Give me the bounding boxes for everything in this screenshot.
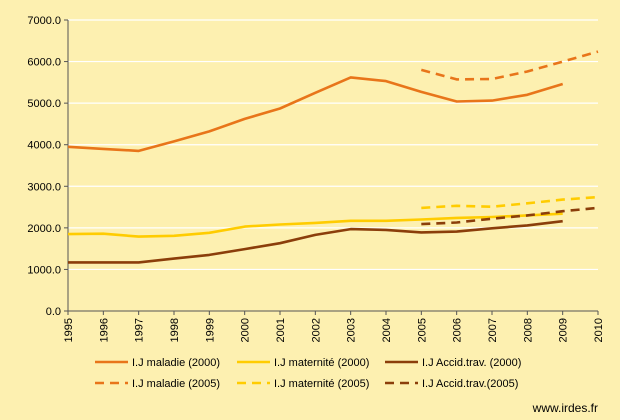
x-tick-label: 1995 <box>63 318 75 342</box>
y-tick-label: 7000.0 <box>27 15 61 27</box>
x-tick-label: 2001 <box>275 318 287 342</box>
x-tick-label: 2003 <box>346 318 358 342</box>
legend-label: I.J maternité (2005) <box>274 378 369 390</box>
legend-label: I.J maladie (2000) <box>132 357 220 369</box>
x-tick-label: 2010 <box>593 318 605 342</box>
x-tick-labels: 1995 1996 1997 1998 1999 2000 2001 2002 2003 2004… <box>63 318 605 342</box>
y-tick-label: 1000.0 <box>27 264 61 276</box>
legend-label: I.J Accid.trav. (2000) <box>422 357 521 369</box>
legend-label: I.J maladie (2005) <box>132 378 220 390</box>
y-tick-label: 4000.0 <box>27 140 61 152</box>
x-tick-label: 2002 <box>310 318 322 342</box>
y-tick-label: 3000.0 <box>27 181 61 193</box>
x-tick-label: 2005 <box>416 318 428 342</box>
y-tick-label: 6000.0 <box>27 57 61 69</box>
y-tick-label: 0.0 <box>46 306 61 318</box>
x-tick-label: 2000 <box>240 318 252 342</box>
series-line-4 <box>420 50 599 81</box>
legend-label: I.J Accid.trav.(2005) <box>422 378 518 390</box>
gridlines <box>68 19 598 271</box>
y-tick-label: 5000.0 <box>27 98 61 110</box>
x-tick-label: 2009 <box>558 318 570 342</box>
x-tick-label: 2008 <box>522 318 534 342</box>
series-line-2 <box>67 212 563 238</box>
x-tick-label: 1998 <box>169 318 181 342</box>
x-tick-label: 2006 <box>452 318 464 342</box>
y-tick-labels: 0.0 1000.0 2000.0 3000.0 4000.0 5000.0 6000.0 7… <box>27 15 61 318</box>
series-line-3 <box>68 219 563 264</box>
x-tick-label: 2004 <box>381 318 393 342</box>
x-tick-label: 1997 <box>134 318 146 342</box>
x-tick-label: 2007 <box>487 318 499 342</box>
axes <box>64 19 599 315</box>
x-tick-label: 1996 <box>98 318 110 342</box>
legend-label: I.J maternité (2000) <box>274 357 369 369</box>
series-line-5 <box>421 195 599 210</box>
source-credit: www.irdes.fr <box>532 401 598 415</box>
x-tick-label: 1999 <box>204 318 216 342</box>
y-tick-label: 2000.0 <box>27 223 61 235</box>
legend: I.J maladie (2000) I.J maternité (2000) I.… <box>95 357 521 390</box>
series-lines <box>67 50 599 264</box>
series-line-1 <box>67 76 564 153</box>
